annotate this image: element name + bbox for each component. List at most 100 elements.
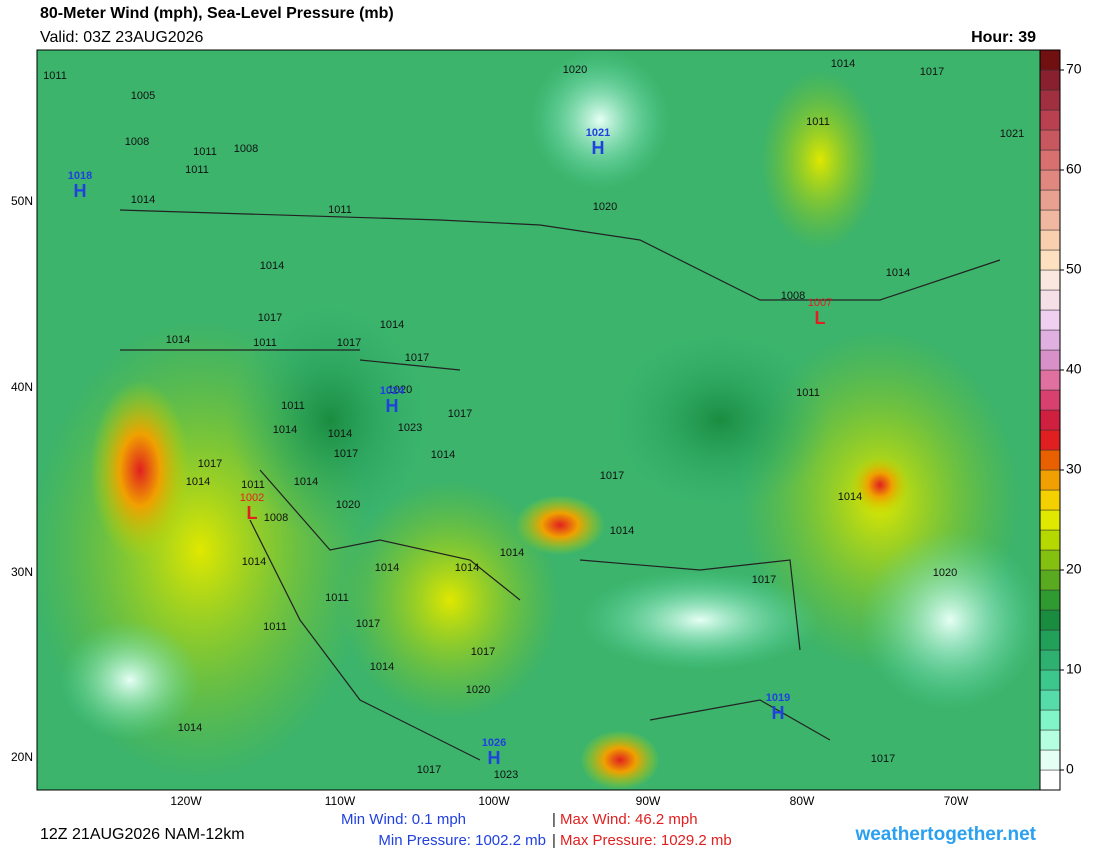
isobar-label: 1017 [417, 764, 441, 776]
isobar-label: 1014 [166, 334, 190, 346]
isobar-label: 1014 [375, 562, 399, 574]
low-pressure-marker: L [247, 503, 258, 523]
isobar-label: 1017 [471, 646, 495, 658]
isobar-label: 1020 [593, 201, 617, 213]
isobar-label: 1017 [337, 337, 361, 349]
isobar-label: 1011 [328, 204, 352, 216]
map-background [30, 49, 1041, 791]
high-pressure-value: 1019 [766, 692, 790, 704]
isobar-label: 1014 [380, 319, 404, 331]
low-pressure-value: 1007 [808, 297, 832, 309]
isobar-label: 1017 [258, 312, 282, 324]
isobar-label: 1014 [260, 260, 284, 272]
isobar-label: 1017 [405, 352, 429, 364]
isobar-label: 1011 [796, 387, 820, 399]
isobar-label: 1020 [466, 684, 490, 696]
isobar-label: 1017 [920, 66, 944, 78]
colorbar-swatch [1039, 509, 1061, 531]
longitude-label: 80W [790, 794, 815, 808]
colorbar-swatch [1039, 69, 1061, 91]
colorbar-tick-label: 30 [1066, 461, 1082, 477]
isobar-label: 1020 [388, 384, 412, 396]
colorbar-swatch [1039, 349, 1061, 371]
high-pressure-value: 1026 [482, 737, 506, 749]
high-pressure-value: 1018 [68, 170, 92, 182]
max-pressure: Max Pressure: 1029.2 mb [560, 832, 732, 849]
colorbar-swatch [1039, 149, 1061, 171]
low-pressure-marker: L [815, 308, 826, 328]
site-name: weathertogether.net [854, 824, 1036, 845]
forecast-hour: Hour: 39 [971, 29, 1036, 46]
longitude-label: 100W [478, 794, 510, 808]
longitude-label: 70W [944, 794, 969, 808]
isobar-label: 1011 [193, 146, 217, 158]
low-pressure-value: 1002 [240, 492, 264, 504]
colorbar-swatch [1039, 49, 1061, 71]
isobar-label: 1014 [178, 722, 202, 734]
high-pressure-marker: H [488, 748, 501, 768]
high-pressure-marker: H [74, 181, 87, 201]
separator: | [552, 832, 556, 849]
isobar-label: 1014 [328, 428, 352, 440]
latitude-label: 30N [11, 565, 33, 579]
isobar-label: 1017 [356, 618, 380, 630]
colorbar-swatch [1039, 669, 1061, 691]
high-pressure-marker: H [386, 396, 399, 416]
valid-time: Valid: 03Z 23AUG2026 [40, 29, 203, 46]
colorbar-tick-label: 20 [1066, 561, 1082, 577]
colorbar-swatch [1039, 769, 1061, 791]
colorbar-swatch [1039, 609, 1061, 631]
colorbar-swatch [1039, 489, 1061, 511]
isobar-label: 1020 [933, 567, 957, 579]
isobar-label: 1014 [273, 424, 297, 436]
colorbar-swatch [1039, 689, 1061, 711]
colorbar-swatch [1039, 529, 1061, 551]
colorbar-swatch [1039, 469, 1061, 491]
latitude-label: 20N [11, 750, 33, 764]
isobar-label: 1014 [500, 547, 524, 559]
longitude-label: 90W [636, 794, 661, 808]
colorbar-swatch [1039, 329, 1061, 351]
isobar-label: 1017 [334, 448, 358, 460]
colorbar-frame [1039, 49, 1061, 791]
isobar-label: 1023 [398, 422, 422, 434]
isobar-label: 1011 [281, 400, 305, 412]
isobar-label: 1011 [253, 337, 277, 349]
colorbar-swatch [1039, 89, 1061, 111]
min-wind: Min Wind: 0.1 mph [341, 811, 466, 828]
title: 80-Meter Wind (mph), Sea-Level Pressure … [40, 5, 394, 22]
isobar-label: 1014 [242, 556, 266, 568]
longitude-label: 120W [170, 794, 202, 808]
longitude-label: 110W [325, 794, 356, 808]
colorbar-swatch [1039, 209, 1061, 231]
colorbar-swatch [1039, 309, 1061, 331]
isobar-label: 1014 [294, 476, 318, 488]
colorbar-swatch [1039, 649, 1061, 671]
colorbar-swatch [1039, 429, 1061, 451]
colorbar-swatch [1039, 189, 1061, 211]
isobar-label: 1020 [563, 64, 587, 76]
isobar-label: 1008 [264, 512, 288, 524]
colorbar-tick-label: 0 [1066, 761, 1074, 777]
colorbar-tick-label: 50 [1066, 261, 1082, 277]
colorbar-swatch [1039, 749, 1061, 771]
isobar-label: 1011 [43, 70, 67, 82]
colorbar-swatch [1039, 709, 1061, 731]
separator: | [552, 811, 556, 828]
colorbar-swatch [1039, 449, 1061, 471]
colorbar-swatch [1039, 409, 1061, 431]
isobar-label: 1017 [198, 458, 222, 470]
isobar-label: 1017 [600, 470, 624, 482]
isobar-label: 1011 [325, 592, 349, 604]
colorbar-swatch [1039, 249, 1061, 271]
isobar-label: 1023 [494, 769, 518, 781]
colorbar-swatch [1039, 589, 1061, 611]
colorbar-tick-label: 60 [1066, 161, 1082, 177]
isobar-label: 1017 [871, 753, 895, 765]
isobar-label: 1021 [1000, 128, 1024, 140]
isobar-label: 1008 [125, 136, 149, 148]
high-pressure-marker: H [772, 703, 785, 723]
min-pressure: Min Pressure: 1002.2 mb [378, 832, 546, 849]
isobar-label: 1008 [234, 143, 258, 155]
